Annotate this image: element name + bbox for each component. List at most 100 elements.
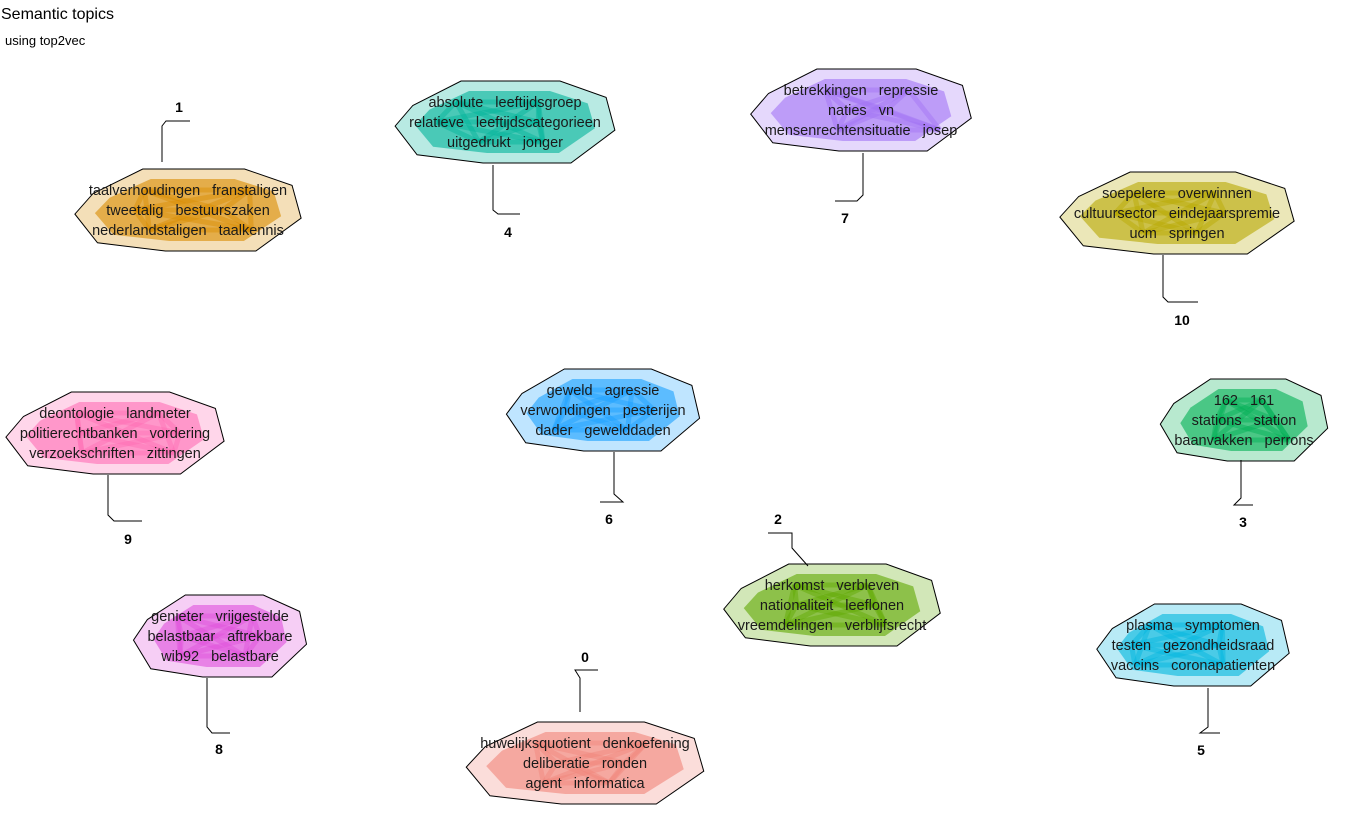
- topic-word: vaccins: [1111, 658, 1159, 674]
- word-edge: [436, 99, 539, 125]
- word-edge: [1216, 624, 1225, 646]
- label-leader-line: [206, 678, 230, 734]
- topic-word: verwondingen: [520, 403, 610, 419]
- word-edge: [174, 615, 183, 657]
- topic-label: 8: [215, 741, 223, 757]
- word-edge: [178, 613, 254, 659]
- word-edge: [783, 603, 799, 627]
- word-edges: [533, 740, 649, 786]
- topic-word: soepelere: [1102, 186, 1166, 202]
- topic-word: relatieve: [409, 115, 464, 131]
- word-edge: [80, 410, 160, 456]
- cluster-core: [1180, 389, 1308, 451]
- topic-label: 1: [175, 99, 183, 115]
- word-edge: [533, 741, 559, 765]
- topic-word: nationaliteit: [760, 598, 833, 614]
- cluster-core: [153, 605, 287, 667]
- cluster-core: [1079, 182, 1275, 244]
- topic-word: overwinnen: [1178, 186, 1252, 202]
- word-edge: [626, 408, 656, 432]
- plot-subtitle: using top2vec: [5, 33, 86, 48]
- word-edge: [865, 584, 878, 606]
- word-edge: [836, 107, 888, 133]
- word-edge: [792, 584, 800, 606]
- topic-word: symptomen: [1185, 618, 1260, 634]
- label-leader-line: [835, 153, 864, 202]
- topic-word: taalkennis: [219, 223, 284, 239]
- word-edges: [434, 99, 546, 145]
- word-edge: [784, 582, 869, 628]
- topic-word: huwelijksquotient: [480, 736, 590, 752]
- label-leader-line: [600, 452, 625, 503]
- topic-word: belastbare: [211, 649, 279, 665]
- topic-cluster-10: soepelere overwinnen cultuursector eindejaa…: [1059, 171, 1295, 328]
- label-leader-line: [161, 120, 190, 162]
- topic-word: denkoefening: [603, 736, 690, 752]
- topic-word: station: [1254, 413, 1297, 429]
- word-edges: [822, 87, 942, 133]
- word-edge: [74, 412, 82, 434]
- word-edge: [1224, 397, 1291, 443]
- topic-word: leeftijdsgroep: [495, 95, 581, 111]
- cluster-core: [743, 574, 921, 636]
- word-edge: [824, 87, 941, 133]
- topic-word: verblijfsrecht: [845, 618, 926, 634]
- topic-word: landmeter: [126, 406, 191, 422]
- word-edge: [535, 101, 546, 143]
- topic-word: genieter: [151, 609, 204, 625]
- topic-word: coronapatienten: [1171, 658, 1275, 674]
- label-leader-line: [768, 532, 809, 567]
- word-edge: [1133, 622, 1224, 668]
- topic-label: 6: [605, 511, 613, 527]
- word-edge: [622, 741, 648, 765]
- word-edge: [563, 389, 573, 411]
- topic-word: eindejaarspremie: [1169, 206, 1280, 222]
- topic-word: agressie: [605, 383, 660, 399]
- word-edge: [533, 742, 546, 784]
- word-edge: [478, 119, 540, 145]
- topic-word: politierechtbanken: [20, 426, 138, 442]
- word-edges: [1128, 622, 1226, 668]
- topic-word: herkomst: [765, 578, 825, 594]
- word-edge: [1114, 190, 1216, 216]
- word-edges: [132, 187, 254, 233]
- word-edge: [1214, 398, 1229, 422]
- topic-word: 162: [1214, 393, 1238, 409]
- word-edge: [796, 602, 887, 628]
- word-edges: [74, 410, 183, 456]
- word-edge: [132, 188, 147, 212]
- word-edge: [542, 760, 626, 786]
- label-leader-line: [1198, 688, 1220, 734]
- topic-word: vreemdelingen: [738, 618, 833, 634]
- topic-word: mensenrechtensituatie: [765, 123, 911, 139]
- word-edge: [607, 741, 649, 785]
- topic-word: naties: [828, 103, 867, 119]
- word-edge: [78, 430, 175, 456]
- topic-word: 161: [1250, 393, 1274, 409]
- word-edge: [455, 99, 539, 125]
- word-edge: [1215, 397, 1264, 423]
- word-edge: [872, 603, 888, 627]
- word-edge: [76, 432, 85, 454]
- topic-word: franstaligen: [212, 183, 287, 199]
- topic-word: leeflonen: [845, 598, 904, 614]
- topic-label: 7: [841, 210, 849, 226]
- topic-word: deliberatie: [523, 756, 590, 772]
- word-edge: [75, 410, 175, 456]
- word-edge: [555, 760, 611, 786]
- word-edge: [534, 740, 611, 786]
- topic-word: nederlandstaligen: [92, 223, 206, 239]
- word-edge: [148, 187, 251, 233]
- word-edge: [435, 119, 480, 145]
- word-edge: [535, 121, 546, 143]
- label-leader-line: [1162, 255, 1198, 303]
- word-edge: [1195, 210, 1226, 236]
- word-edge: [1215, 417, 1290, 443]
- word-edge: [134, 207, 252, 233]
- word-edge: [1113, 210, 1145, 236]
- word-edge: [1272, 418, 1292, 442]
- word-edge: [569, 387, 655, 413]
- topic-word: verzoekschriften: [29, 446, 135, 462]
- word-edge: [835, 108, 850, 132]
- word-edge: [142, 189, 152, 231]
